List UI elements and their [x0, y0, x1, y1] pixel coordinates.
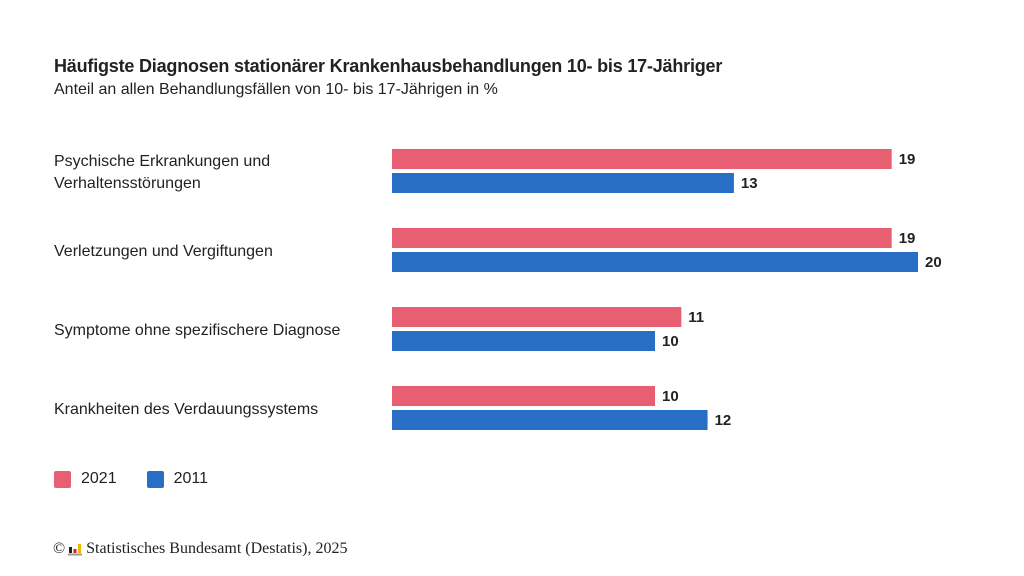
value-label-2011: 13	[741, 175, 758, 192]
category-label-line: Psychische Erkrankungen und	[54, 153, 270, 170]
legend-item-2011: 2011	[146, 470, 208, 488]
legend-swatch-2011	[146, 470, 164, 488]
bar-2011	[392, 410, 708, 430]
destatis-logo-icon	[68, 543, 83, 555]
bar-2021	[392, 149, 892, 169]
legend-swatch-2021	[54, 470, 71, 488]
bar-chart: Psychische Erkrankungen und Verhaltensstö…	[54, 149, 942, 430]
category-label: Psychische Erkrankungen und Verhaltensstö…	[54, 153, 270, 192]
category-label-line: Symptome ohne spezifischere Diagnose	[54, 322, 340, 339]
source-text: Statistisches Bundesamt (Destatis), 2025	[86, 540, 348, 557]
value-label-2021: 10	[662, 388, 679, 405]
category-label-line: Verhaltensstörungen	[54, 175, 201, 192]
value-label-2011: 20	[925, 254, 942, 271]
bar-2021	[392, 307, 682, 327]
value-label-2011: 12	[715, 412, 732, 429]
category-label-line: Krankheiten des Verdauungssystems	[54, 401, 318, 418]
value-label-2021: 19	[899, 151, 916, 168]
category-label: Krankheiten des Verdauungssystems	[54, 401, 318, 418]
chart-title: Häufigste Diagnosen stationärer Krankenh…	[54, 56, 723, 76]
bar-2011	[392, 252, 918, 272]
bar-2011	[392, 331, 655, 351]
value-label-2011: 10	[662, 333, 679, 350]
legend: 2021 2011	[54, 470, 238, 488]
source-footer: © Statistisches Bundesamt (Destatis), 20…	[53, 540, 347, 558]
bar-2021	[392, 228, 892, 248]
category-label-line: Verletzungen und Vergiftungen	[54, 243, 273, 260]
legend-label-2021: 2021	[81, 470, 117, 487]
value-label-2021: 19	[899, 230, 916, 247]
bar-2021	[392, 386, 655, 406]
legend-label-2011: 2011	[173, 470, 208, 487]
copyright-icon: ©	[53, 540, 66, 557]
legend-item-2021: 2021	[54, 470, 117, 488]
category-label: Symptome ohne spezifischere Diagnose	[54, 322, 340, 339]
chart-subtitle: Anteil an allen Behandlungsfällen von 10…	[54, 81, 498, 98]
bar-2011	[392, 173, 734, 193]
category-label: Verletzungen und Vergiftungen	[54, 243, 273, 260]
value-label-2021: 11	[688, 309, 704, 326]
